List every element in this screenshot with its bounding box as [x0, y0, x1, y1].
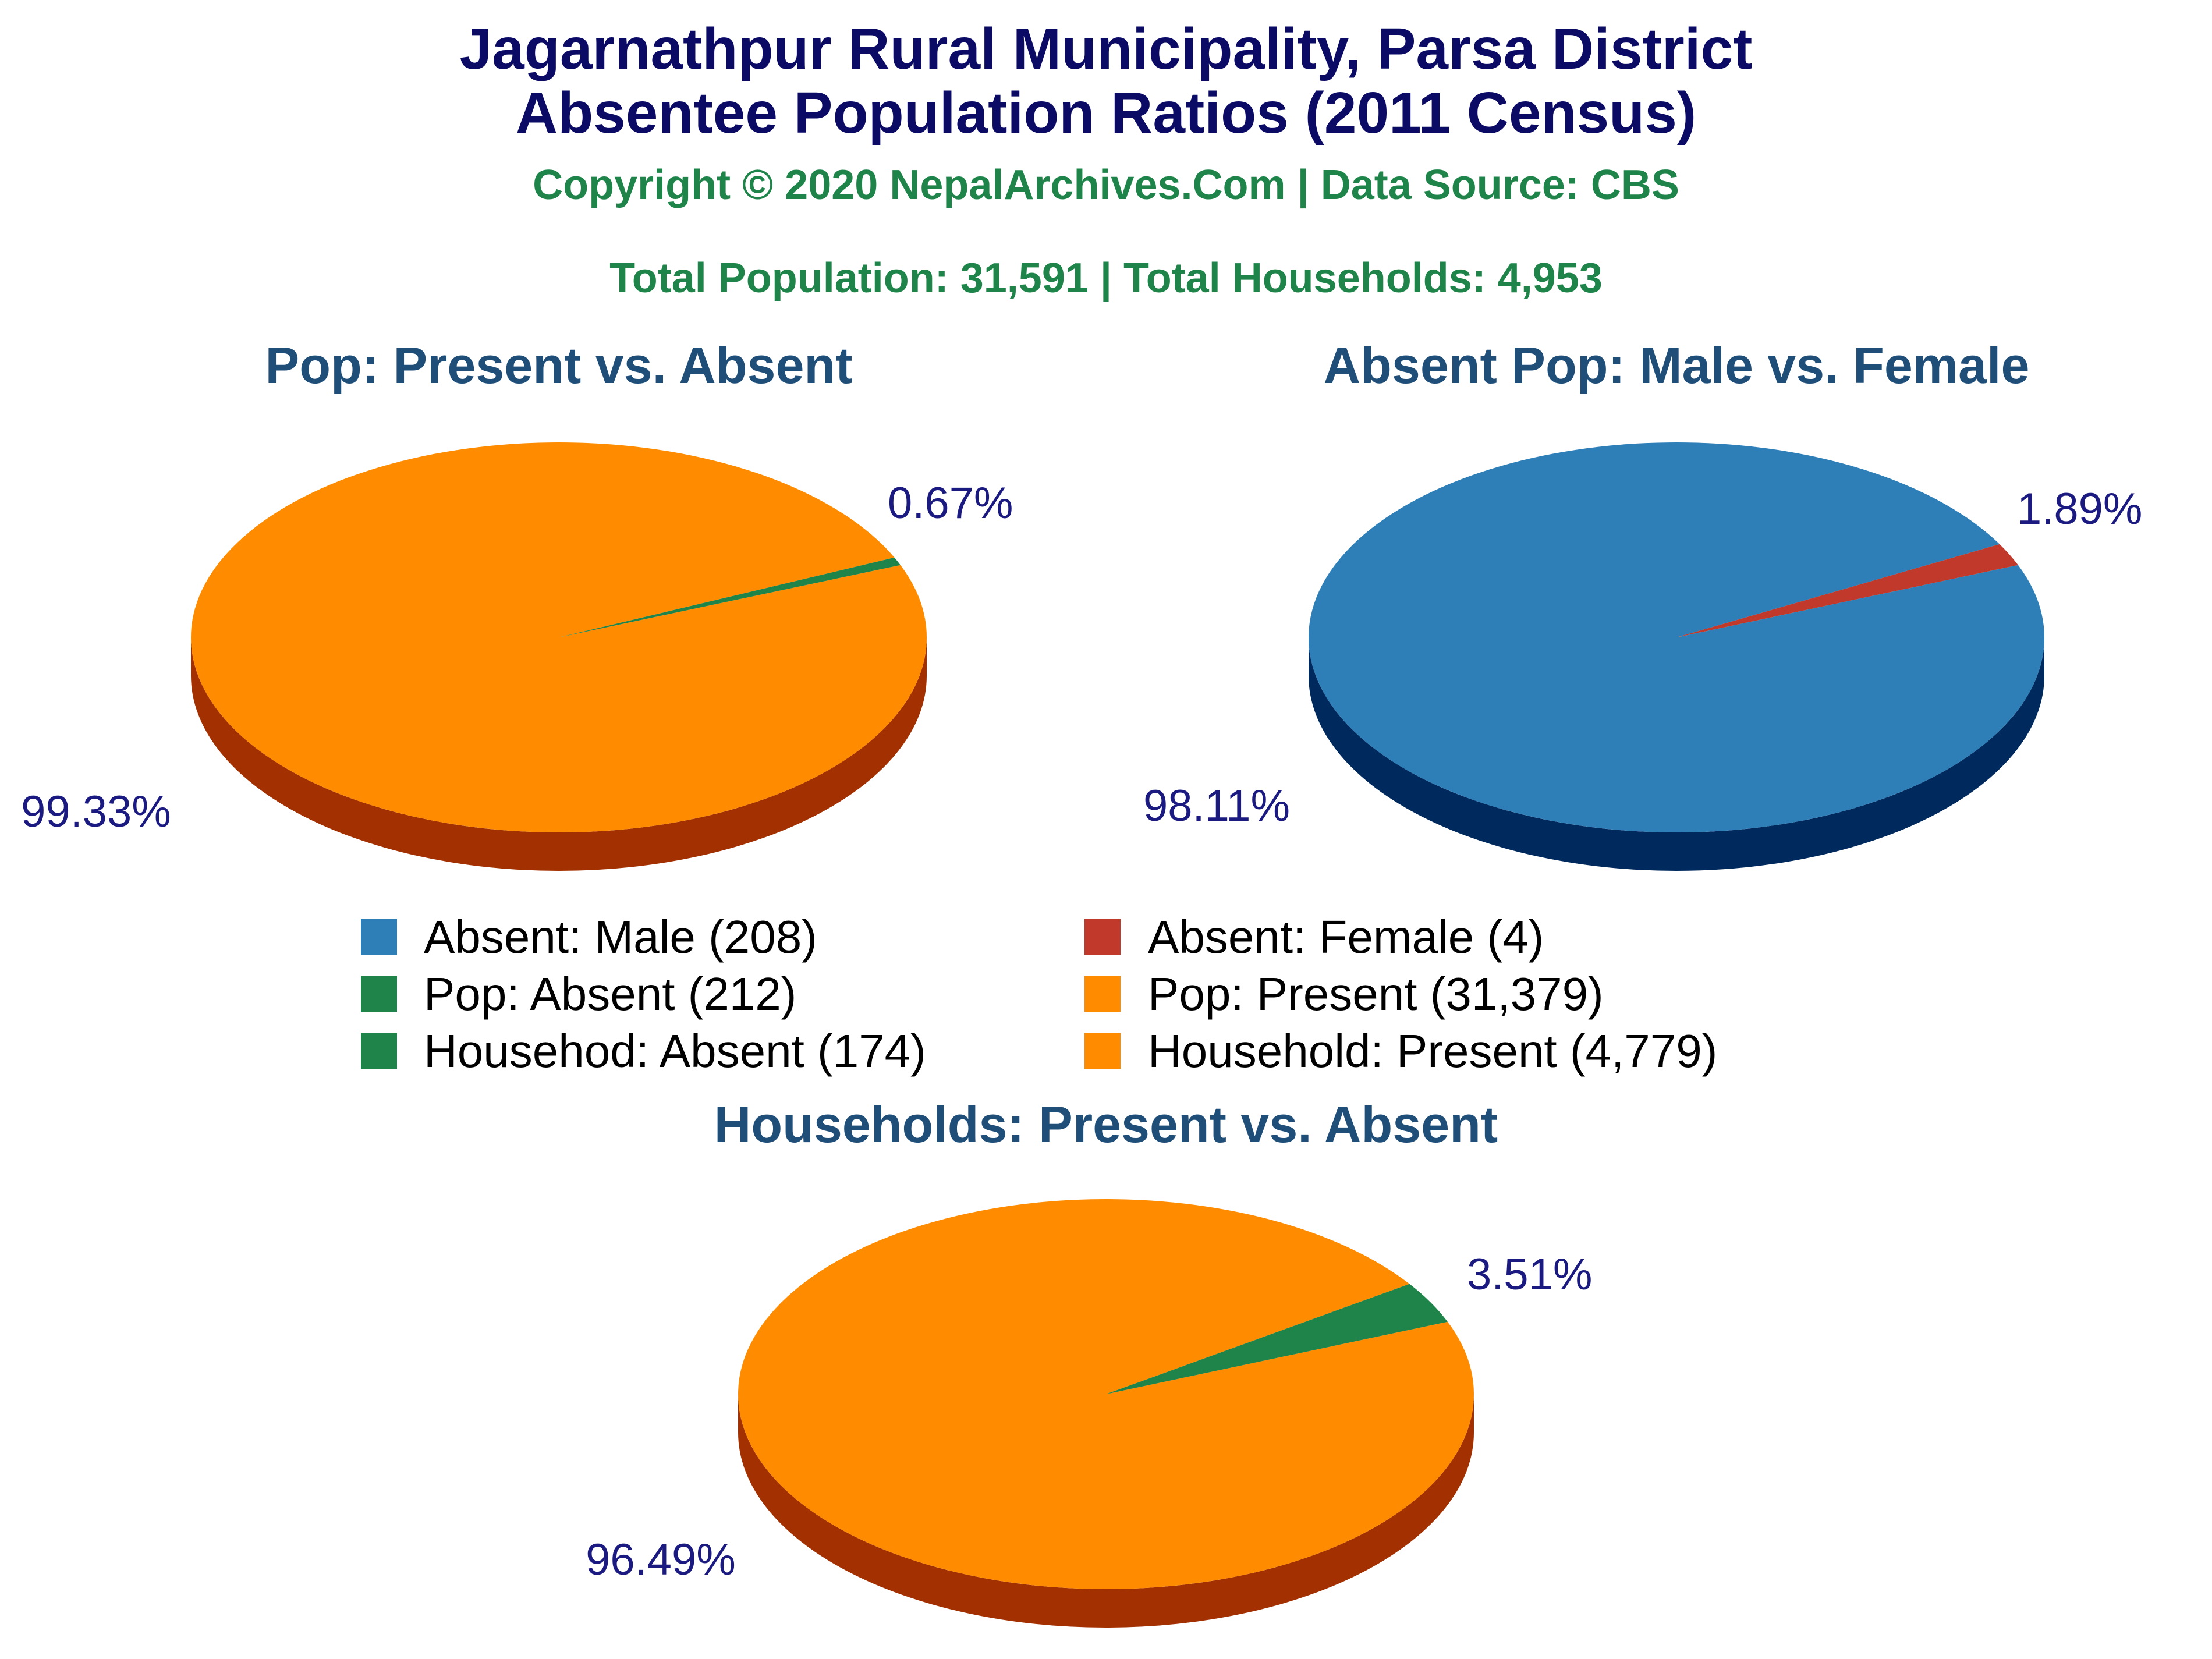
legend: Absent: Male (208) Absent: Female (4) Po…	[361, 911, 1717, 1077]
pie-side-wall	[1309, 637, 2044, 871]
legend-swatch-absent-female	[1084, 919, 1121, 955]
main-title-line1: Jagarnathpur Rural Municipality, Parsa D…	[460, 16, 1753, 81]
pie-slice-minor	[1676, 544, 2018, 637]
pie-chart-households: 96.49% 3.51%	[586, 1199, 1593, 1628]
main-title-line2: Absentee Population Ratios (2011 Census)	[516, 80, 1696, 146]
totals-line: Total Population: 31,591 | Total Househo…	[609, 255, 1603, 302]
pie-title-absent-gender: Absent Pop: Male vs. Female	[1324, 336, 2030, 394]
pie-side-wall	[738, 1394, 1474, 1628]
pie-slice-minor	[1106, 1284, 1448, 1394]
pie-label-major-percent: 96.49%	[586, 1535, 736, 1584]
legend-swatch-household-present	[1084, 1033, 1121, 1069]
pie-chart-absent-gender: 98.11% 1.89%	[1143, 442, 2143, 871]
pie-side-wall	[191, 637, 927, 871]
pie-label-minor-percent: 3.51%	[1467, 1250, 1593, 1299]
copyright-line: Copyright © 2020 NepalArchives.Com | Dat…	[533, 162, 1679, 208]
pie-label-minor-percent: 1.89%	[2017, 484, 2143, 534]
pie-slice-minor	[559, 557, 901, 637]
pie-slice-major	[190, 442, 927, 832]
pie-slice-major	[738, 1199, 1474, 1589]
pie-title-households: Households: Present vs. Absent	[714, 1096, 1498, 1153]
legend-label-pop-present: Pop: Present (31,379)	[1148, 968, 1604, 1020]
legend-swatch-pop-present	[1084, 976, 1121, 1012]
pie-title-population: Pop: Present vs. Absent	[265, 336, 853, 394]
legend-label-absent-female: Absent: Female (4)	[1148, 911, 1544, 963]
legend-label-absent-male: Absent: Male (208)	[424, 911, 817, 963]
legend-label-household-present: Household: Present (4,779)	[1148, 1025, 1717, 1077]
pie-label-major-percent: 99.33%	[21, 787, 171, 836]
pie-chart-population: 99.33% 0.67%	[21, 442, 1013, 871]
legend-label-pop-absent: Pop: Absent (212)	[424, 968, 796, 1020]
legend-swatch-absent-male	[361, 919, 397, 955]
pie-label-major-percent: 98.11%	[1143, 781, 1290, 831]
legend-swatch-household-absent	[361, 1033, 397, 1069]
pie-label-minor-percent: 0.67%	[888, 478, 1013, 528]
legend-swatch-pop-absent	[361, 976, 397, 1012]
pie-slice-major	[1308, 442, 2044, 832]
legend-label-household-absent: Househod: Absent (174)	[424, 1025, 926, 1077]
